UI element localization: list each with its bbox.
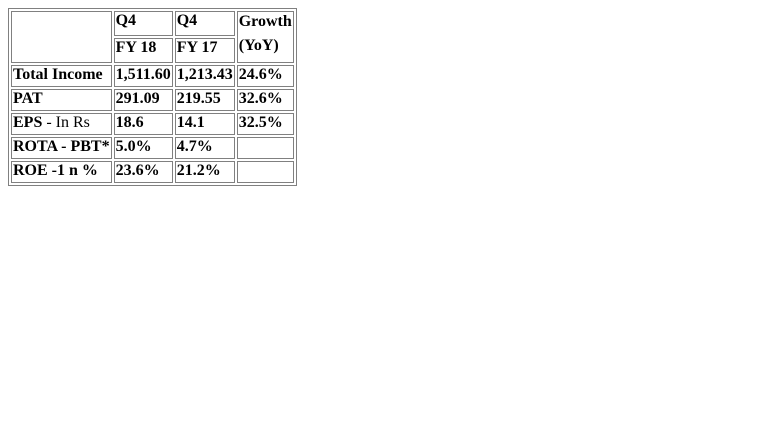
table-row-roe: ROE -1 n % 23.6% 21.2% — [11, 161, 294, 183]
row-label: ROE -1 n % — [11, 161, 112, 183]
cell-growth: 32.5% — [236, 113, 294, 135]
cell-fy17: 4.7% — [174, 137, 235, 159]
cell-fy18: 23.6% — [113, 161, 173, 183]
cell-fy17: 21.2% — [174, 161, 235, 183]
cell-fy17: 219.55 — [174, 89, 235, 111]
header-growth-label: Growth — [238, 13, 292, 30]
row-label: PAT — [11, 89, 112, 111]
cell-fy17: 1,213.43 — [174, 65, 235, 87]
financial-results-table: Q4 Q4 Growth (YoY) FY 18 FY 17 Total Inc… — [8, 8, 297, 186]
header-q4-fy18-quarter: Q4 — [113, 11, 173, 36]
table-row-total-income: Total Income 1,511.60 1,213.43 24.6% — [11, 65, 294, 87]
cell-fy18: 5.0% — [113, 137, 173, 159]
row-label-unit: - In Rs — [42, 114, 90, 131]
header-row-2: FY 18 FY 17 — [11, 38, 294, 63]
cell-fy18: 18.6 — [113, 113, 173, 135]
header-empty-cell — [11, 11, 112, 63]
table-row-eps: EPS - In Rs 18.6 14.1 32.5% — [11, 113, 294, 135]
cell-fy18: 291.09 — [113, 89, 173, 111]
cell-growth: 24.6% — [236, 65, 294, 87]
cell-growth: 32.6% — [236, 89, 294, 111]
header-fy18-label: FY 18 — [113, 38, 173, 63]
table-row-rota: ROTA - PBT* 5.0% 4.7% — [11, 137, 294, 159]
row-label-bold: EPS — [13, 114, 43, 131]
cell-fy17: 14.1 — [174, 113, 235, 135]
row-label: EPS - In Rs — [11, 113, 112, 135]
header-fy17-label: FY 17 — [174, 38, 235, 63]
cell-growth-empty — [236, 137, 294, 159]
row-label: Total Income — [11, 65, 112, 87]
header-q4-fy17-quarter: Q4 — [174, 11, 235, 36]
cell-fy18: 1,511.60 — [113, 65, 173, 87]
table-row-pat: PAT 291.09 219.55 32.6% — [11, 89, 294, 111]
header-row-1: Q4 Q4 Growth (YoY) — [11, 11, 294, 63]
header-yoy-label: (YoY) — [238, 37, 279, 54]
cell-growth-empty — [236, 161, 294, 183]
header-growth-cell: Growth (YoY) — [236, 11, 294, 63]
row-label: ROTA - PBT* — [11, 137, 112, 159]
